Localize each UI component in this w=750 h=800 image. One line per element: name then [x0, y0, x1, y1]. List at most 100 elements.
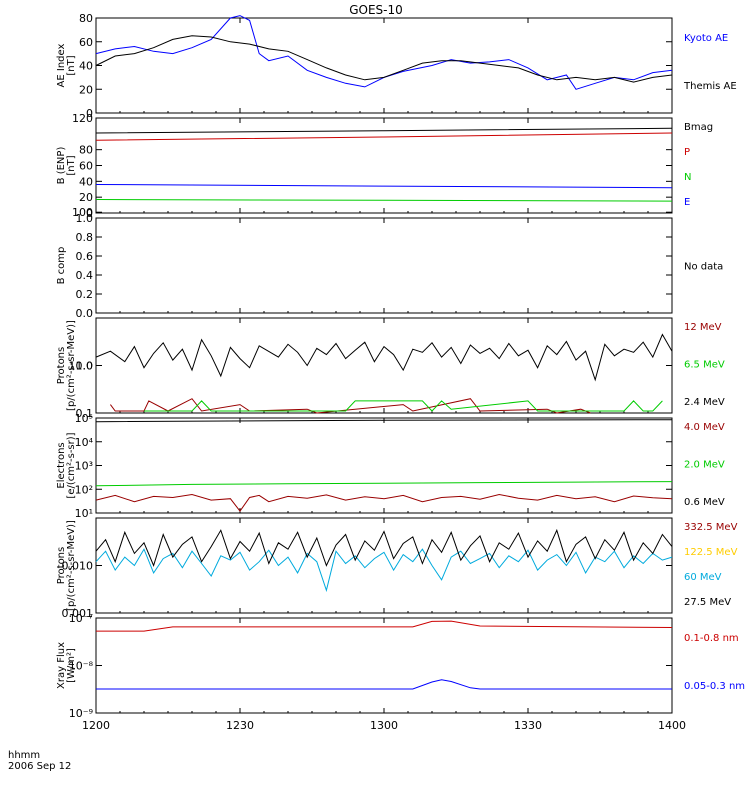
y-axis-label: AE Index[nT] [56, 43, 77, 87]
series-bmag [95, 127, 673, 134]
series-e [95, 184, 673, 189]
legend-themis-ae: Themis AE [683, 81, 737, 92]
y-axis-label-line: [nT] [66, 155, 77, 175]
series-0-1-0-8-nm [96, 620, 673, 632]
y-tick-label: 0 [86, 107, 93, 120]
y-tick-label: 0.001 [62, 607, 94, 620]
y-tick-label: 40 [79, 60, 93, 73]
y-axis-label: B (ENP)[nT] [56, 147, 77, 185]
y-tick-label: 1.0 [76, 212, 94, 225]
y-tick-label: 0.6 [76, 250, 94, 263]
legend-0-05-0-3-nm: 0.05-0.3 nm [684, 681, 745, 692]
panel-frame [95, 17, 673, 114]
y-axis-label-line: AE Index [56, 43, 67, 87]
no-data-note: No data [684, 262, 723, 273]
y-tick-label: 1.0 [76, 360, 94, 373]
y-axis-label-line: [p/(cm²-s-sr-MeV)] [66, 320, 77, 411]
y-tick-label: 0.8 [76, 231, 94, 244]
panel-3: 0.0 0.2 0.4 0.6 0.8 1.0 B comp No data [56, 212, 723, 320]
y-tick-label: 0.0 [76, 307, 94, 320]
y-tick-label: 100 [72, 206, 93, 219]
y-tick-label: 60 [79, 36, 93, 49]
y-axis-label: Electrons[e/(cm²-s-sr)] [56, 432, 77, 498]
y-axis-label-line: Electrons [56, 442, 67, 488]
legend-e: E [684, 197, 690, 208]
panel-1: 0 20 40 60 80 AE Index[nT] Kyoto AE Themis AE [56, 12, 737, 120]
legend-332-5-mev: 332.5 MeV [684, 522, 738, 533]
series-2-0-mev [95, 481, 673, 487]
y-axis-label-line: B comp [56, 247, 67, 285]
y-axis-label-line: [e/(cm²-s-sr)] [66, 432, 77, 498]
series-kyoto-ae [95, 15, 673, 90]
y-tick-label: 20 [79, 83, 93, 96]
panel-frame [95, 617, 673, 714]
y-tick-label: 10⁴ [75, 436, 94, 449]
legend-122-5-mev: 122.5 MeV [684, 547, 738, 558]
y-axis-label: Xray Flux[W/m²] [56, 642, 77, 689]
y-tick-label: 20 [79, 191, 93, 204]
date-label: 2006 Sep 12 [8, 761, 71, 772]
series-themis-ae [95, 35, 673, 83]
y-tick-label: 10⁻⁹ [69, 707, 93, 720]
x-unit-label: hhmm [8, 750, 40, 761]
series-0-6-mev [95, 419, 673, 423]
legend-n: N [684, 172, 691, 183]
panel-2: 0 20 40 60 80 100 120 B (ENP)[nT] Bmag P N E [56, 112, 713, 220]
y-tick-label: 80 [79, 144, 93, 157]
panel-frame [95, 217, 673, 314]
y-axis-label-line: [p/(cm²-s-sr-MeV)] [66, 520, 77, 611]
legend-27-5-mev: 27.5 MeV [684, 597, 731, 608]
series-2-4-mev [95, 333, 673, 382]
x-tick-label: 1230 [226, 719, 254, 732]
y-axis-label-line: Protons [56, 547, 67, 584]
y-tick-label: 0.2 [76, 288, 94, 301]
y-tick-label: 10³ [75, 460, 93, 473]
y-tick-label: 10¹ [75, 507, 93, 520]
y-tick-label: 10⁻⁷ [69, 612, 93, 625]
legend-0-1-0-8-nm: 0.1-0.8 nm [684, 633, 739, 644]
y-axis-label-line: B (ENP) [56, 147, 67, 185]
series-0-05-0-3-nm [96, 679, 672, 690]
x-tick-label: 1200 [82, 719, 110, 732]
y-tick-label: 10² [75, 483, 93, 496]
series-6-5-mev [144, 400, 663, 412]
figure-title: GOES-10 [349, 3, 403, 17]
legend-2-4-mev: 2.4 MeV [684, 397, 725, 408]
panel-7: 10⁻⁹ 10⁻⁸ 10⁻⁷ Xray Flux[W/m²] 0.1-0.8 nm 0.0… [56, 612, 745, 720]
y-tick-label: 40 [79, 175, 93, 188]
legend-bmag: Bmag [684, 122, 713, 133]
series-60-mev [95, 548, 673, 593]
series-n [95, 199, 673, 202]
legend-12-mev: 12 MeV [684, 322, 722, 333]
y-tick-label: 0.010 [62, 560, 94, 573]
y-tick-label: 120 [72, 112, 93, 125]
y-axis-label-line: Protons [56, 347, 67, 384]
y-tick-label: 0.4 [76, 269, 94, 282]
y-axis-label-line: Xray Flux [56, 642, 67, 689]
legend-kyoto-ae: Kyoto AE [684, 33, 728, 44]
y-tick-label: 10.0 [69, 360, 94, 373]
panel-frame [95, 317, 673, 414]
y-axis-label-line: [W/m²] [66, 648, 77, 683]
y-axis-label: Protons[p/(cm²-s-sr-MeV)] [56, 320, 77, 411]
y-tick-label: 10⁻⁸ [69, 660, 94, 673]
legend-2-0-mev: 2.0 MeV [684, 460, 725, 471]
x-tick-label: 1300 [370, 719, 398, 732]
legend-4-0-mev: 4.0 MeV [684, 422, 725, 433]
series-4-0-mev [95, 493, 673, 512]
y-axis-label: B comp [56, 247, 67, 285]
x-tick-label: 1330 [514, 719, 542, 732]
y-tick-label: 0 [86, 207, 93, 220]
series-12-mev [110, 398, 591, 414]
y-tick-label: 0.1 [76, 407, 94, 420]
y-axis-label-line: [nT] [66, 55, 77, 75]
legend-60-mev: 60 MeV [684, 572, 722, 583]
legend-p: P [684, 147, 690, 158]
series-p [95, 132, 673, 141]
x-tick-label: 1400 [658, 719, 686, 732]
y-axis-label: Protons[p/(cm²-s-sr-MeV)] [56, 520, 77, 611]
